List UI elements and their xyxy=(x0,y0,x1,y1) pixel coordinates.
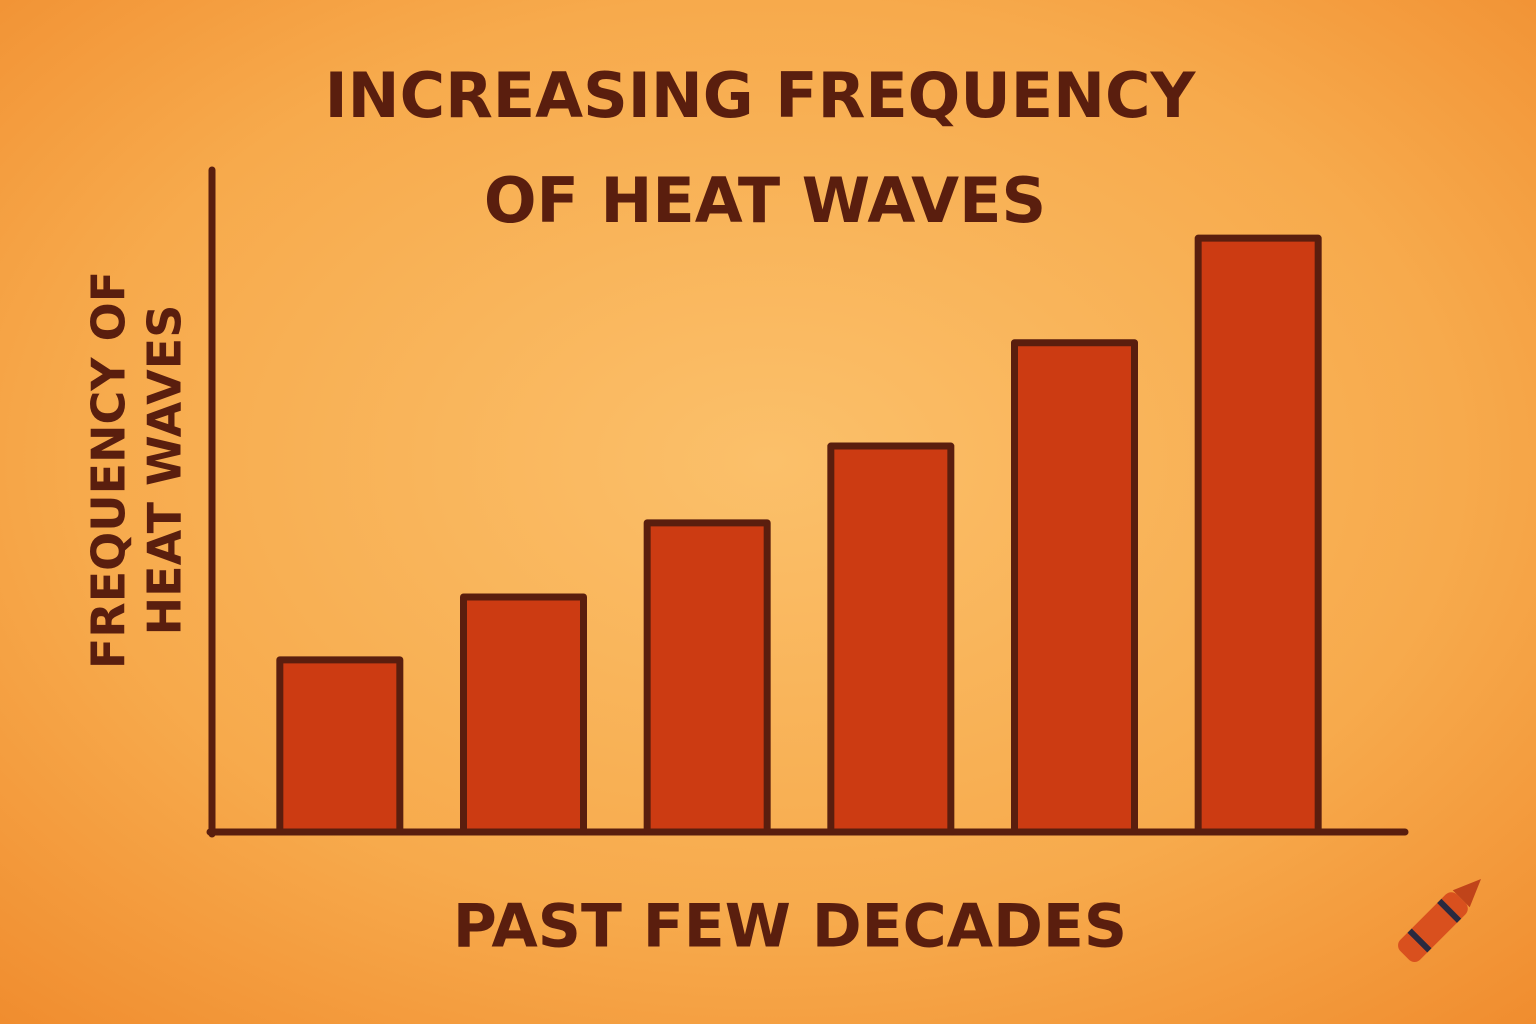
x-axis-label: PAST FEW DECADES xyxy=(453,892,1127,962)
y-axis-label: FREQUENCY OF xyxy=(82,271,136,669)
bar xyxy=(643,519,771,836)
y-axis-label: HEAT WAVES xyxy=(138,305,192,636)
chart-title: OF HEAT WAVES xyxy=(484,164,1046,237)
bar xyxy=(276,656,404,836)
crayon-icon xyxy=(1398,878,1482,962)
bar xyxy=(460,593,587,836)
chart-title: INCREASING FREQUENCY xyxy=(325,59,1197,132)
bar xyxy=(1011,339,1138,836)
bar xyxy=(827,442,955,836)
bar xyxy=(1194,234,1322,836)
